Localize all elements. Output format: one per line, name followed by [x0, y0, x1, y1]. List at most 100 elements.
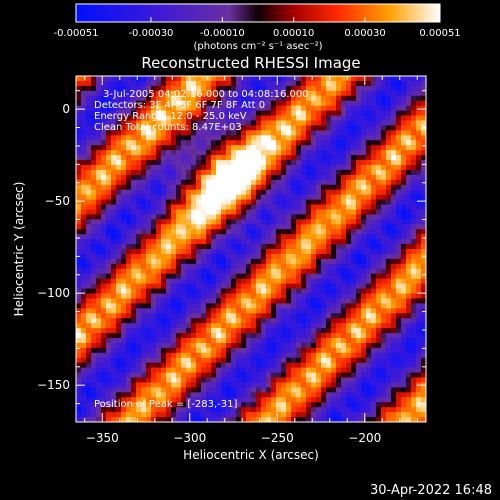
- heatmap-cell: [221, 337, 227, 344]
- heatmap-cell: [331, 347, 337, 354]
- heatmap-cell: [121, 249, 127, 255]
- heatmap-cell: [111, 164, 117, 171]
- heatmap-cell: [236, 333, 242, 339]
- heatmap-cell: [181, 263, 187, 270]
- heatmap-cell: [336, 333, 342, 339]
- heatmap-cell: [316, 90, 322, 97]
- heatmap-cell: [196, 155, 202, 161]
- heatmap-cell: [261, 110, 267, 116]
- heatmap-cell: [411, 337, 417, 344]
- heatmap-cell: [196, 328, 202, 334]
- heatmap-cell: [166, 199, 172, 205]
- heatmap-cell: [386, 293, 392, 299]
- heatmap-cell: [161, 263, 167, 270]
- heatmap-cell: [421, 85, 426, 92]
- colorbar-tick-label: 0.00010: [273, 28, 314, 39]
- heatmap-cell: [401, 323, 407, 329]
- heatmap-cell: [321, 328, 327, 334]
- heatmap-cell: [321, 249, 327, 255]
- heatmap-cell: [106, 140, 112, 146]
- heatmap-cell: [286, 194, 292, 200]
- heatmap-cell: [76, 342, 82, 349]
- heatmap-cell: [261, 174, 267, 181]
- heatmap-cell: [76, 367, 82, 373]
- heatmap-cell: [326, 120, 332, 126]
- heatmap-cell: [371, 145, 377, 151]
- heatmap-cell: [376, 412, 382, 418]
- heatmap-cell: [311, 244, 317, 250]
- heatmap-cell: [91, 234, 97, 240]
- heatmap-cell: [306, 100, 312, 107]
- heatmap-cell: [291, 85, 297, 92]
- heatmap-cell: [326, 328, 332, 334]
- heatmap-cell: [361, 377, 367, 383]
- heatmap-cell: [371, 283, 377, 289]
- heatmap-cell: [91, 194, 97, 200]
- heatmap-cell: [151, 164, 157, 171]
- heatmap-cell: [271, 249, 277, 255]
- heatmap-cell: [341, 150, 347, 156]
- heatmap-cell: [386, 263, 392, 270]
- heatmap-cell: [131, 145, 137, 151]
- heatmap-cell: [311, 150, 317, 156]
- heatmap-cell: [416, 372, 422, 378]
- heatmap-cell: [281, 76, 287, 82]
- heatmap-cell: [231, 125, 237, 131]
- heatmap-cell: [321, 293, 327, 299]
- heatmap-cell: [341, 214, 347, 220]
- heatmap-cell: [281, 328, 287, 334]
- heatmap-cell: [251, 397, 257, 403]
- heatmap-cell: [356, 224, 362, 230]
- heatmap-cell: [406, 110, 412, 116]
- heatmap-cell: [386, 90, 392, 97]
- heatmap-cell: [121, 85, 127, 92]
- heatmap-cell: [231, 76, 237, 82]
- heatmap-cell: [371, 412, 377, 418]
- heatmap-cell: [416, 76, 422, 82]
- heatmap-cell: [371, 199, 377, 205]
- heatmap-cell: [326, 412, 332, 418]
- heatmap-cell: [216, 219, 222, 225]
- heatmap-cell: [416, 244, 422, 250]
- heatmap-cell: [391, 130, 397, 136]
- heatmap-cell: [346, 76, 352, 82]
- heatmap-cell: [186, 387, 192, 393]
- heatmap-cell: [331, 362, 337, 369]
- heatmap-cell: [286, 125, 292, 131]
- heatmap-cell: [166, 244, 172, 250]
- heatmap-cell: [186, 323, 192, 329]
- heatmap-cell: [226, 184, 232, 191]
- heatmap-cell: [226, 372, 232, 378]
- heatmap-cell: [396, 372, 402, 378]
- heatmap-cell: [291, 333, 297, 339]
- heatmap-cell: [341, 179, 347, 186]
- heatmap-cell: [116, 204, 122, 210]
- heatmap-cell: [316, 249, 322, 255]
- heatmap-cell: [146, 110, 152, 116]
- heatmap-cell: [361, 244, 367, 250]
- heatmap-cell: [161, 125, 167, 131]
- heatmap-cell: [386, 130, 392, 136]
- heatmap-cell: [351, 298, 357, 304]
- heatmap-cell: [341, 105, 347, 111]
- heatmap-cell: [396, 249, 402, 255]
- heatmap-cell: [156, 402, 162, 408]
- heatmap-cell: [311, 263, 317, 270]
- heatmap-cell: [141, 249, 147, 255]
- heatmap-cell: [201, 209, 207, 215]
- heatmap-cell: [376, 219, 382, 225]
- heatmap-cell: [156, 239, 162, 245]
- heatmap-cell: [211, 140, 217, 146]
- heatmap-cell: [251, 164, 257, 171]
- heatmap-cell: [201, 258, 207, 265]
- heatmap-cell: [421, 95, 426, 102]
- heatmap-cell: [301, 337, 307, 344]
- heatmap-cell: [76, 130, 82, 136]
- heatmap-cell: [161, 110, 167, 116]
- heatmap-cell: [416, 209, 422, 215]
- heatmap-cell: [361, 298, 367, 304]
- heatmap-cell: [406, 90, 412, 97]
- heatmap-cell: [291, 298, 297, 304]
- heatmap-cell: [136, 249, 142, 255]
- heatmap-cell: [321, 219, 327, 225]
